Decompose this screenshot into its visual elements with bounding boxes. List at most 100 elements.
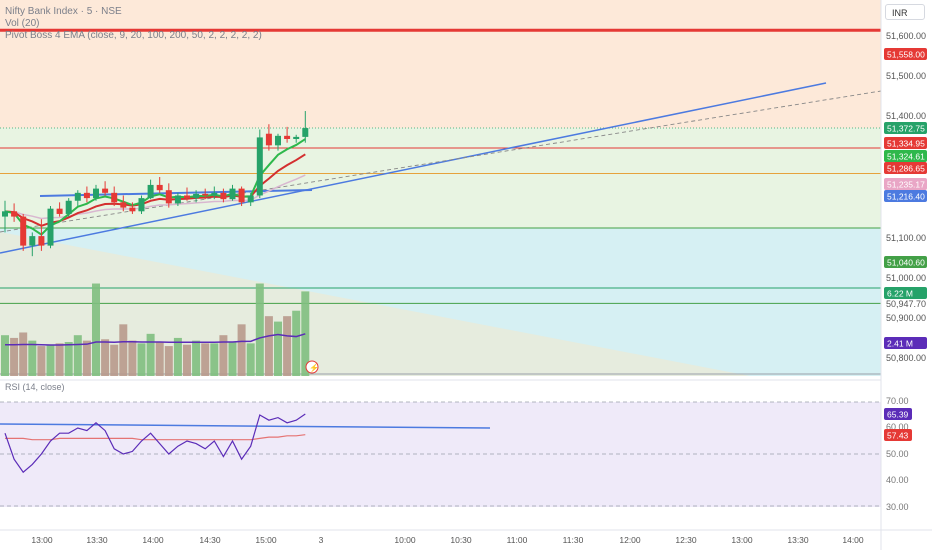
candle-body[interactable] bbox=[74, 192, 81, 201]
price-badge[interactable] bbox=[884, 256, 927, 268]
candle-body[interactable] bbox=[156, 184, 163, 191]
candle-body[interactable] bbox=[65, 200, 72, 214]
trendline-dashed[interactable] bbox=[0, 90, 882, 233]
candle-body[interactable] bbox=[11, 211, 18, 217]
volume-bar bbox=[10, 337, 19, 376]
trendline-rising[interactable] bbox=[0, 82, 827, 254]
candle-body[interactable] bbox=[247, 195, 254, 203]
rsi-badge[interactable] bbox=[884, 429, 912, 441]
candle-body[interactable] bbox=[20, 216, 27, 246]
candle-body[interactable] bbox=[47, 208, 54, 246]
volume-bar bbox=[110, 344, 119, 376]
candle-body[interactable] bbox=[129, 207, 136, 212]
candle-body[interactable] bbox=[284, 135, 291, 140]
rsi-indicator-label[interactable]: RSI (14, close) bbox=[5, 382, 65, 392]
candle-body[interactable] bbox=[147, 184, 154, 199]
rsi-badge[interactable] bbox=[884, 408, 912, 420]
candle-body[interactable] bbox=[265, 133, 272, 146]
candle-body[interactable] bbox=[220, 192, 227, 200]
volume-bar bbox=[1, 335, 9, 376]
candle-body[interactable] bbox=[174, 195, 181, 204]
rsi-tick-label: 70.00 bbox=[886, 396, 909, 406]
volume-bar bbox=[137, 343, 146, 376]
rsi-ma-line bbox=[5, 434, 306, 441]
candle-body[interactable] bbox=[111, 192, 118, 203]
price-badge[interactable] bbox=[884, 190, 927, 202]
rsi-tick-label: 50.00 bbox=[886, 449, 909, 459]
time-tick-label: 13:30 bbox=[86, 535, 108, 545]
volume-bar bbox=[301, 291, 310, 376]
volume-bar bbox=[255, 283, 264, 376]
price-tick-label: 50,800.00 bbox=[886, 353, 926, 363]
candle-body[interactable] bbox=[29, 236, 36, 246]
rsi-tick-label: 40.00 bbox=[886, 475, 909, 485]
candle-body[interactable] bbox=[184, 195, 190, 199]
ema-9-line bbox=[4, 138, 306, 236]
time-tick-label: 13:00 bbox=[31, 535, 53, 545]
ema-20-line bbox=[4, 153, 306, 227]
candle-body[interactable] bbox=[193, 193, 200, 199]
volume-bar bbox=[183, 344, 191, 376]
candle-body[interactable] bbox=[293, 136, 300, 140]
flash-icon[interactable] bbox=[305, 360, 319, 374]
volume-bar bbox=[201, 343, 210, 376]
price-badge[interactable] bbox=[884, 48, 927, 60]
candle-body[interactable] bbox=[83, 192, 90, 199]
time-tick-label: 11:30 bbox=[563, 535, 584, 545]
volume-indicator-label[interactable]: Vol (20) bbox=[5, 18, 40, 29]
candle-body[interactable] bbox=[202, 193, 209, 196]
volume-bar bbox=[274, 321, 282, 376]
time-tick-label: 14:30 bbox=[199, 535, 221, 545]
time-tick-label: 12:30 bbox=[675, 535, 697, 545]
rsi-band bbox=[0, 402, 881, 507]
price-badge[interactable] bbox=[884, 122, 927, 134]
price-badge-label: 51,334.95 bbox=[887, 139, 925, 149]
candle-body[interactable] bbox=[38, 236, 45, 246]
candle-body[interactable] bbox=[165, 190, 172, 204]
candle-body[interactable] bbox=[229, 188, 236, 200]
volume-bar bbox=[19, 332, 28, 376]
volume-bar bbox=[55, 343, 64, 376]
price-badge[interactable] bbox=[884, 162, 927, 174]
time-tick-label: 3 bbox=[319, 535, 324, 545]
candle-body[interactable] bbox=[56, 208, 63, 214]
price-badge[interactable] bbox=[884, 137, 927, 149]
price-badge[interactable] bbox=[884, 150, 927, 162]
price-tick-label: 51,500.00 bbox=[886, 71, 926, 81]
volume-bar bbox=[192, 340, 201, 376]
ema-indicator-label[interactable]: Pivot Boss 4 EMA (close, 9, 20, 100, 200… bbox=[5, 30, 262, 41]
ema-200-line bbox=[4, 174, 306, 220]
candle-body[interactable] bbox=[138, 198, 145, 212]
price-badge[interactable] bbox=[884, 287, 927, 299]
volume-bar bbox=[46, 344, 55, 376]
symbol-title[interactable]: Nifty Bank Index · 5 · NSE bbox=[5, 6, 122, 17]
volume-bar bbox=[128, 340, 137, 376]
candle-body[interactable] bbox=[2, 211, 8, 217]
rsi-trendline[interactable] bbox=[0, 423, 491, 429]
flash-icon-glyph: ⚡ bbox=[309, 363, 319, 373]
volume-bar bbox=[292, 310, 301, 376]
candle-body[interactable] bbox=[256, 137, 263, 196]
candle-body[interactable] bbox=[275, 135, 281, 146]
support-zone bbox=[0, 128, 881, 228]
volume-bar bbox=[219, 335, 228, 376]
currency-button[interactable]: INR bbox=[885, 4, 925, 20]
candle-body[interactable] bbox=[211, 192, 218, 196]
price-badge[interactable] bbox=[884, 337, 927, 349]
volume-bar bbox=[283, 316, 292, 376]
price-tick-label: 51,100.00 bbox=[886, 233, 926, 243]
candle-body[interactable] bbox=[93, 188, 99, 199]
candle-body[interactable] bbox=[302, 128, 309, 137]
price-tick-label: 51,600.00 bbox=[886, 31, 926, 41]
candle-body[interactable] bbox=[102, 188, 109, 193]
volume-bar bbox=[264, 316, 273, 376]
volume-bar bbox=[28, 340, 37, 376]
price-badge[interactable] bbox=[884, 178, 927, 190]
volume-ma-line bbox=[5, 333, 306, 346]
candle-body[interactable] bbox=[120, 202, 127, 208]
price-badge-label: 51,235.17 bbox=[887, 180, 925, 190]
candle-body[interactable] bbox=[238, 188, 245, 203]
volume-bar bbox=[210, 343, 219, 376]
